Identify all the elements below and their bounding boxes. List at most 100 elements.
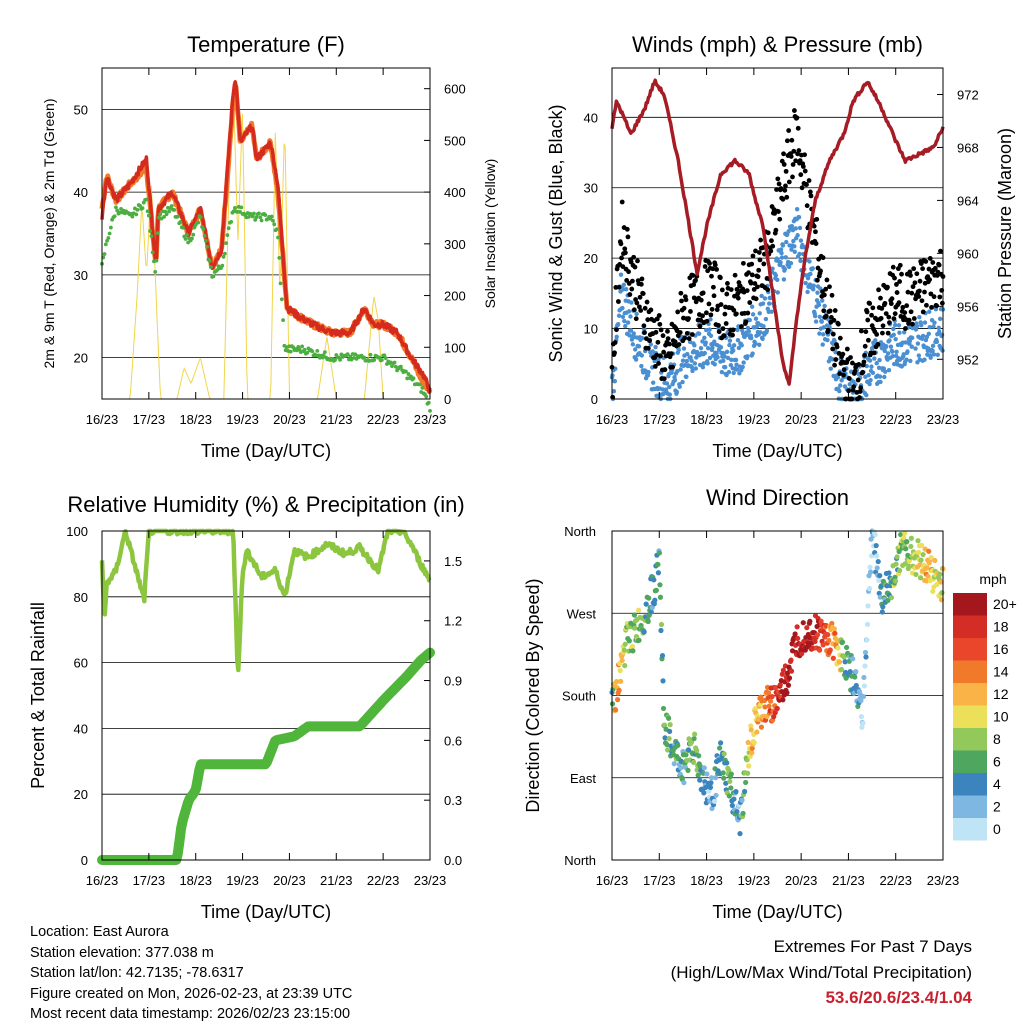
direction-point xyxy=(629,643,636,650)
direction-point xyxy=(835,645,841,651)
direction-point xyxy=(636,637,642,643)
wind-point xyxy=(715,355,720,360)
direction-point xyxy=(708,775,715,781)
direction-point xyxy=(858,698,864,704)
gust-point xyxy=(638,308,644,313)
direction-point xyxy=(894,554,900,560)
gust-point xyxy=(761,261,767,267)
dewpoint-point xyxy=(383,356,388,361)
gust-point xyxy=(837,335,843,341)
direction-point xyxy=(615,697,621,703)
gust-point xyxy=(818,268,823,274)
dewpoint-point xyxy=(406,372,411,376)
dewpoint-point xyxy=(196,220,201,225)
direction-point xyxy=(874,553,880,559)
wind-point xyxy=(876,365,882,371)
direction-point xyxy=(831,626,837,632)
wind-point xyxy=(839,378,844,383)
wind-point xyxy=(750,312,756,317)
dewpoint-point xyxy=(169,204,174,208)
gust-point xyxy=(657,321,663,327)
direction-point xyxy=(671,761,677,767)
panel-3-xtick-label: 17/23 xyxy=(133,873,166,888)
wind-point xyxy=(724,349,730,354)
direction-point xyxy=(655,570,662,576)
temp-y2label: Solar Insolation (Yellow) xyxy=(482,159,498,309)
wind-ylabel: Sonic Wind & Gust (Blue, Black) xyxy=(546,104,566,362)
direction-point xyxy=(653,587,659,593)
wind-point xyxy=(904,357,909,362)
dewpoint-point xyxy=(198,215,203,219)
wind-point xyxy=(745,325,751,331)
wind-point xyxy=(816,302,822,308)
dewpoint-point xyxy=(250,214,255,219)
wind-point xyxy=(789,224,795,229)
wind-point xyxy=(937,329,942,334)
wind-point xyxy=(916,353,922,358)
temp-y2tick-label: 100 xyxy=(444,340,466,355)
wind-point xyxy=(882,374,887,380)
gust-point xyxy=(800,164,806,169)
temp-2m-line xyxy=(100,80,432,394)
direction-point xyxy=(839,639,846,645)
direction-point xyxy=(880,604,886,610)
wind-point xyxy=(913,327,919,332)
wind-point xyxy=(689,358,694,363)
wind-point xyxy=(757,311,762,316)
gust-point xyxy=(676,342,682,347)
wind-point xyxy=(896,323,902,328)
precipitation-line xyxy=(97,647,435,865)
dewpoint-point xyxy=(382,353,387,358)
wind-point xyxy=(707,327,712,332)
direction-point xyxy=(742,788,748,795)
wind-point xyxy=(660,391,666,397)
gust-point xyxy=(938,248,943,254)
direction-point xyxy=(794,624,800,630)
direction-point xyxy=(860,720,866,726)
wind-point xyxy=(692,361,698,366)
gust-point xyxy=(862,352,867,358)
direction-point xyxy=(901,534,907,541)
dewpoint-point xyxy=(269,214,274,219)
gust-point xyxy=(857,389,863,394)
gust-point xyxy=(904,303,910,309)
gust-point xyxy=(831,317,837,323)
wind-point xyxy=(727,338,733,343)
dewpoint-point xyxy=(310,349,315,354)
gust-point xyxy=(665,336,671,341)
direction-point xyxy=(858,714,864,720)
direction-point xyxy=(850,656,856,662)
gust-point xyxy=(732,272,738,278)
dewpoint-point xyxy=(181,225,185,230)
gust-point xyxy=(869,312,874,318)
panel-4-xtick-label: 21/23 xyxy=(832,873,865,888)
wind-point xyxy=(919,323,924,328)
gust-point xyxy=(740,260,746,266)
direction-point xyxy=(862,649,869,656)
gust-point xyxy=(788,154,794,159)
wind-ytick-label: 10 xyxy=(584,322,598,337)
wind-point xyxy=(675,369,680,374)
dewpoint-point xyxy=(274,227,279,232)
dewpoint-point xyxy=(417,382,422,387)
wind-point xyxy=(897,330,902,335)
direction-point xyxy=(777,682,783,688)
rh-y2tick-label: 0.0 xyxy=(444,853,462,868)
direction-point xyxy=(926,548,932,554)
direction-point xyxy=(829,620,835,627)
gust-point xyxy=(656,361,661,366)
direction-point xyxy=(613,679,620,685)
gust-point xyxy=(707,261,712,266)
direction-point xyxy=(733,789,739,795)
gust-point xyxy=(832,362,837,368)
direction-point xyxy=(712,775,719,781)
gust-point xyxy=(642,305,648,311)
direction-point xyxy=(675,742,681,748)
direction-point xyxy=(861,683,868,689)
gust-point xyxy=(690,273,696,278)
gust-point xyxy=(891,316,897,322)
direction-point xyxy=(724,760,730,766)
gust-point xyxy=(892,311,898,317)
wind-point xyxy=(700,339,705,344)
elevation-text: Station elevation: 377.038 m xyxy=(30,944,214,961)
